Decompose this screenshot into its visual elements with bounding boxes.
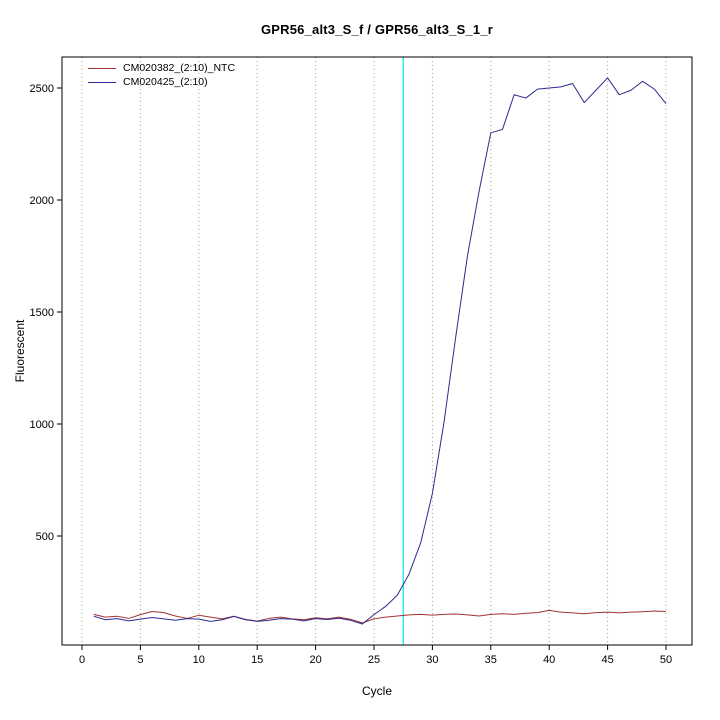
svg-text:2500: 2500 [30, 83, 54, 95]
legend-item-ntc: CM020382_(2:10)_NTC [88, 61, 235, 75]
svg-text:25: 25 [368, 654, 380, 666]
svg-text:0: 0 [79, 654, 85, 666]
legend-line-swatch-sample [88, 81, 116, 83]
legend-line-swatch-ntc [88, 67, 116, 69]
svg-text:35: 35 [485, 654, 497, 666]
svg-text:30: 30 [426, 654, 438, 666]
legend-item-sample: CM020425_(2:10) [88, 75, 235, 89]
svg-text:2000: 2000 [30, 195, 54, 207]
chart-title: GPR56_alt3_S_f / GPR56_alt3_S_1_r [260, 22, 494, 37]
svg-text:1500: 1500 [30, 307, 54, 319]
svg-text:15: 15 [251, 654, 263, 666]
svg-text:500: 500 [36, 531, 54, 543]
series-lines [93, 77, 667, 625]
svg-text:10: 10 [193, 654, 205, 666]
svg-text:5: 5 [137, 654, 143, 666]
svg-text:45: 45 [601, 654, 613, 666]
axes: 0 5 10 15 20 25 30 35 40 45 50 500 1000 1500 2000 2500 [30, 56, 693, 666]
legend-label-sample: CM020425_(2:10) [123, 76, 208, 88]
svg-text:50: 50 [660, 654, 672, 666]
svg-text:1000: 1000 [30, 419, 54, 431]
svg-text:20: 20 [309, 654, 321, 666]
svg-text:40: 40 [543, 654, 555, 666]
legend-label-ntc: CM020382_(2:10)_NTC [123, 62, 236, 74]
gridlines [81, 57, 667, 645]
legend: CM020382_(2:10)_NTC CM020425_(2:10) [88, 61, 235, 89]
x-axis-label: Cycle [361, 684, 392, 698]
